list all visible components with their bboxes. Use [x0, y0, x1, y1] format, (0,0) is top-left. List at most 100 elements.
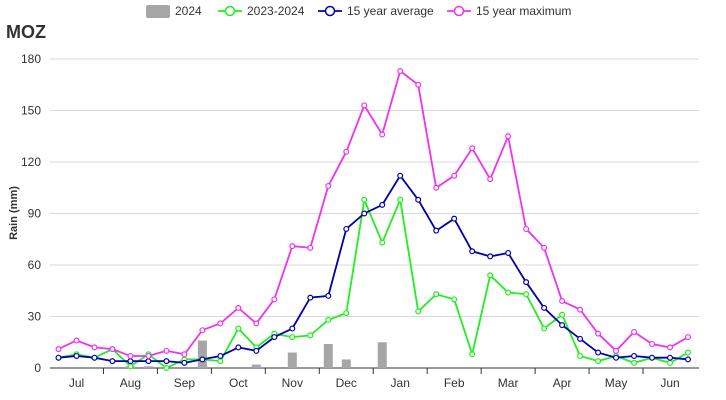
data-point — [235, 304, 242, 311]
series-line — [58, 196, 689, 370]
legend-item[interactable]: 15 year average — [318, 4, 434, 18]
data-point — [361, 210, 368, 217]
y-tick-label: 90 — [28, 207, 42, 221]
data-point — [145, 358, 152, 365]
data-point — [289, 243, 296, 250]
data-point — [145, 352, 152, 359]
data-point — [361, 196, 368, 203]
data-point — [163, 358, 170, 365]
data-point — [684, 334, 691, 341]
data-point — [109, 346, 116, 353]
data-point — [91, 354, 98, 361]
data-point — [55, 346, 62, 353]
data-point — [109, 358, 116, 365]
data-point — [289, 334, 296, 341]
data-point — [379, 131, 386, 138]
data-point — [541, 304, 548, 311]
data-point — [55, 354, 62, 361]
data-point — [451, 215, 458, 222]
data-point — [577, 306, 584, 313]
data-point — [307, 332, 314, 339]
data-point — [325, 292, 332, 299]
legend-marker — [224, 5, 236, 17]
x-tick-label: Nov — [282, 376, 303, 390]
data-point — [523, 225, 530, 232]
data-point — [451, 172, 458, 179]
data-point — [325, 183, 332, 190]
data-point — [667, 344, 674, 351]
legend-swatch — [146, 5, 170, 18]
x-tick-label: Oct — [229, 376, 248, 390]
legend-label: 2024 — [175, 4, 202, 18]
data-point — [451, 296, 458, 303]
data-point — [307, 244, 314, 251]
data-point — [217, 352, 224, 359]
data-point — [505, 289, 512, 296]
data-point — [343, 225, 350, 232]
bar — [143, 366, 153, 368]
x-axis-ticks: Jul Aug Sep Oct Nov Dec Jan Feb Mar Apr May Jun — [69, 368, 680, 390]
series-15-year-average — [55, 172, 691, 366]
data-point — [199, 327, 206, 334]
data-point — [307, 294, 314, 301]
data-point — [667, 359, 674, 366]
legend-item[interactable]: 2024 — [146, 4, 202, 18]
data-point — [73, 337, 80, 344]
data-point — [415, 81, 422, 88]
data-point — [235, 325, 242, 332]
series-line — [58, 174, 689, 364]
bar — [377, 342, 387, 368]
data-point — [343, 148, 350, 155]
data-point — [631, 359, 638, 366]
x-tick-label: Mar — [498, 376, 519, 390]
data-point — [577, 335, 584, 342]
bar — [197, 340, 207, 368]
y-tick-label: 120 — [21, 155, 41, 169]
data-point — [181, 359, 188, 366]
data-point — [559, 298, 566, 305]
data-point — [433, 184, 440, 191]
bar — [251, 364, 261, 368]
data-point — [253, 320, 260, 327]
data-point — [127, 358, 134, 365]
data-point — [631, 352, 638, 359]
bar — [341, 359, 351, 368]
gridlines — [50, 58, 699, 369]
y-tick-label: 0 — [34, 361, 41, 375]
data-point — [649, 340, 656, 347]
legend-item[interactable]: 2023-2024 — [218, 4, 305, 18]
legend[interactable]: 2024 2023-2024 15 year average 15 year maxi… — [146, 4, 571, 18]
data-point — [667, 354, 674, 361]
x-tick-label: Jul — [69, 376, 84, 390]
x-tick-label: Dec — [336, 376, 357, 390]
series-15-year-maximum — [55, 68, 691, 359]
data-point — [163, 365, 170, 372]
y-tick-label: 150 — [21, 104, 41, 118]
data-point — [235, 344, 242, 351]
data-point — [631, 328, 638, 335]
data-point — [541, 244, 548, 251]
chart-title: MOZ — [6, 22, 46, 42]
data-point — [469, 145, 476, 152]
data-point — [379, 239, 386, 246]
data-point — [487, 253, 494, 260]
legend-marker — [453, 5, 465, 17]
x-tick-label: May — [605, 376, 628, 390]
data-point — [73, 352, 80, 359]
x-tick-label: Feb — [444, 376, 465, 390]
legend-item[interactable]: 15 year maximum — [447, 4, 571, 18]
y-tick-label: 30 — [28, 310, 42, 324]
line-series — [55, 68, 691, 372]
data-point — [595, 358, 602, 365]
legend-label: 2023-2024 — [247, 4, 305, 18]
series-line — [58, 69, 689, 357]
y-axis-title: Rain (mm) — [8, 186, 20, 240]
data-point — [433, 291, 440, 298]
y-axis-ticks: 0 30 60 90 120 150 180 — [21, 52, 41, 375]
data-point — [487, 176, 494, 183]
data-point — [541, 325, 548, 332]
data-point — [559, 311, 566, 318]
data-point — [271, 334, 278, 341]
data-point — [577, 352, 584, 359]
